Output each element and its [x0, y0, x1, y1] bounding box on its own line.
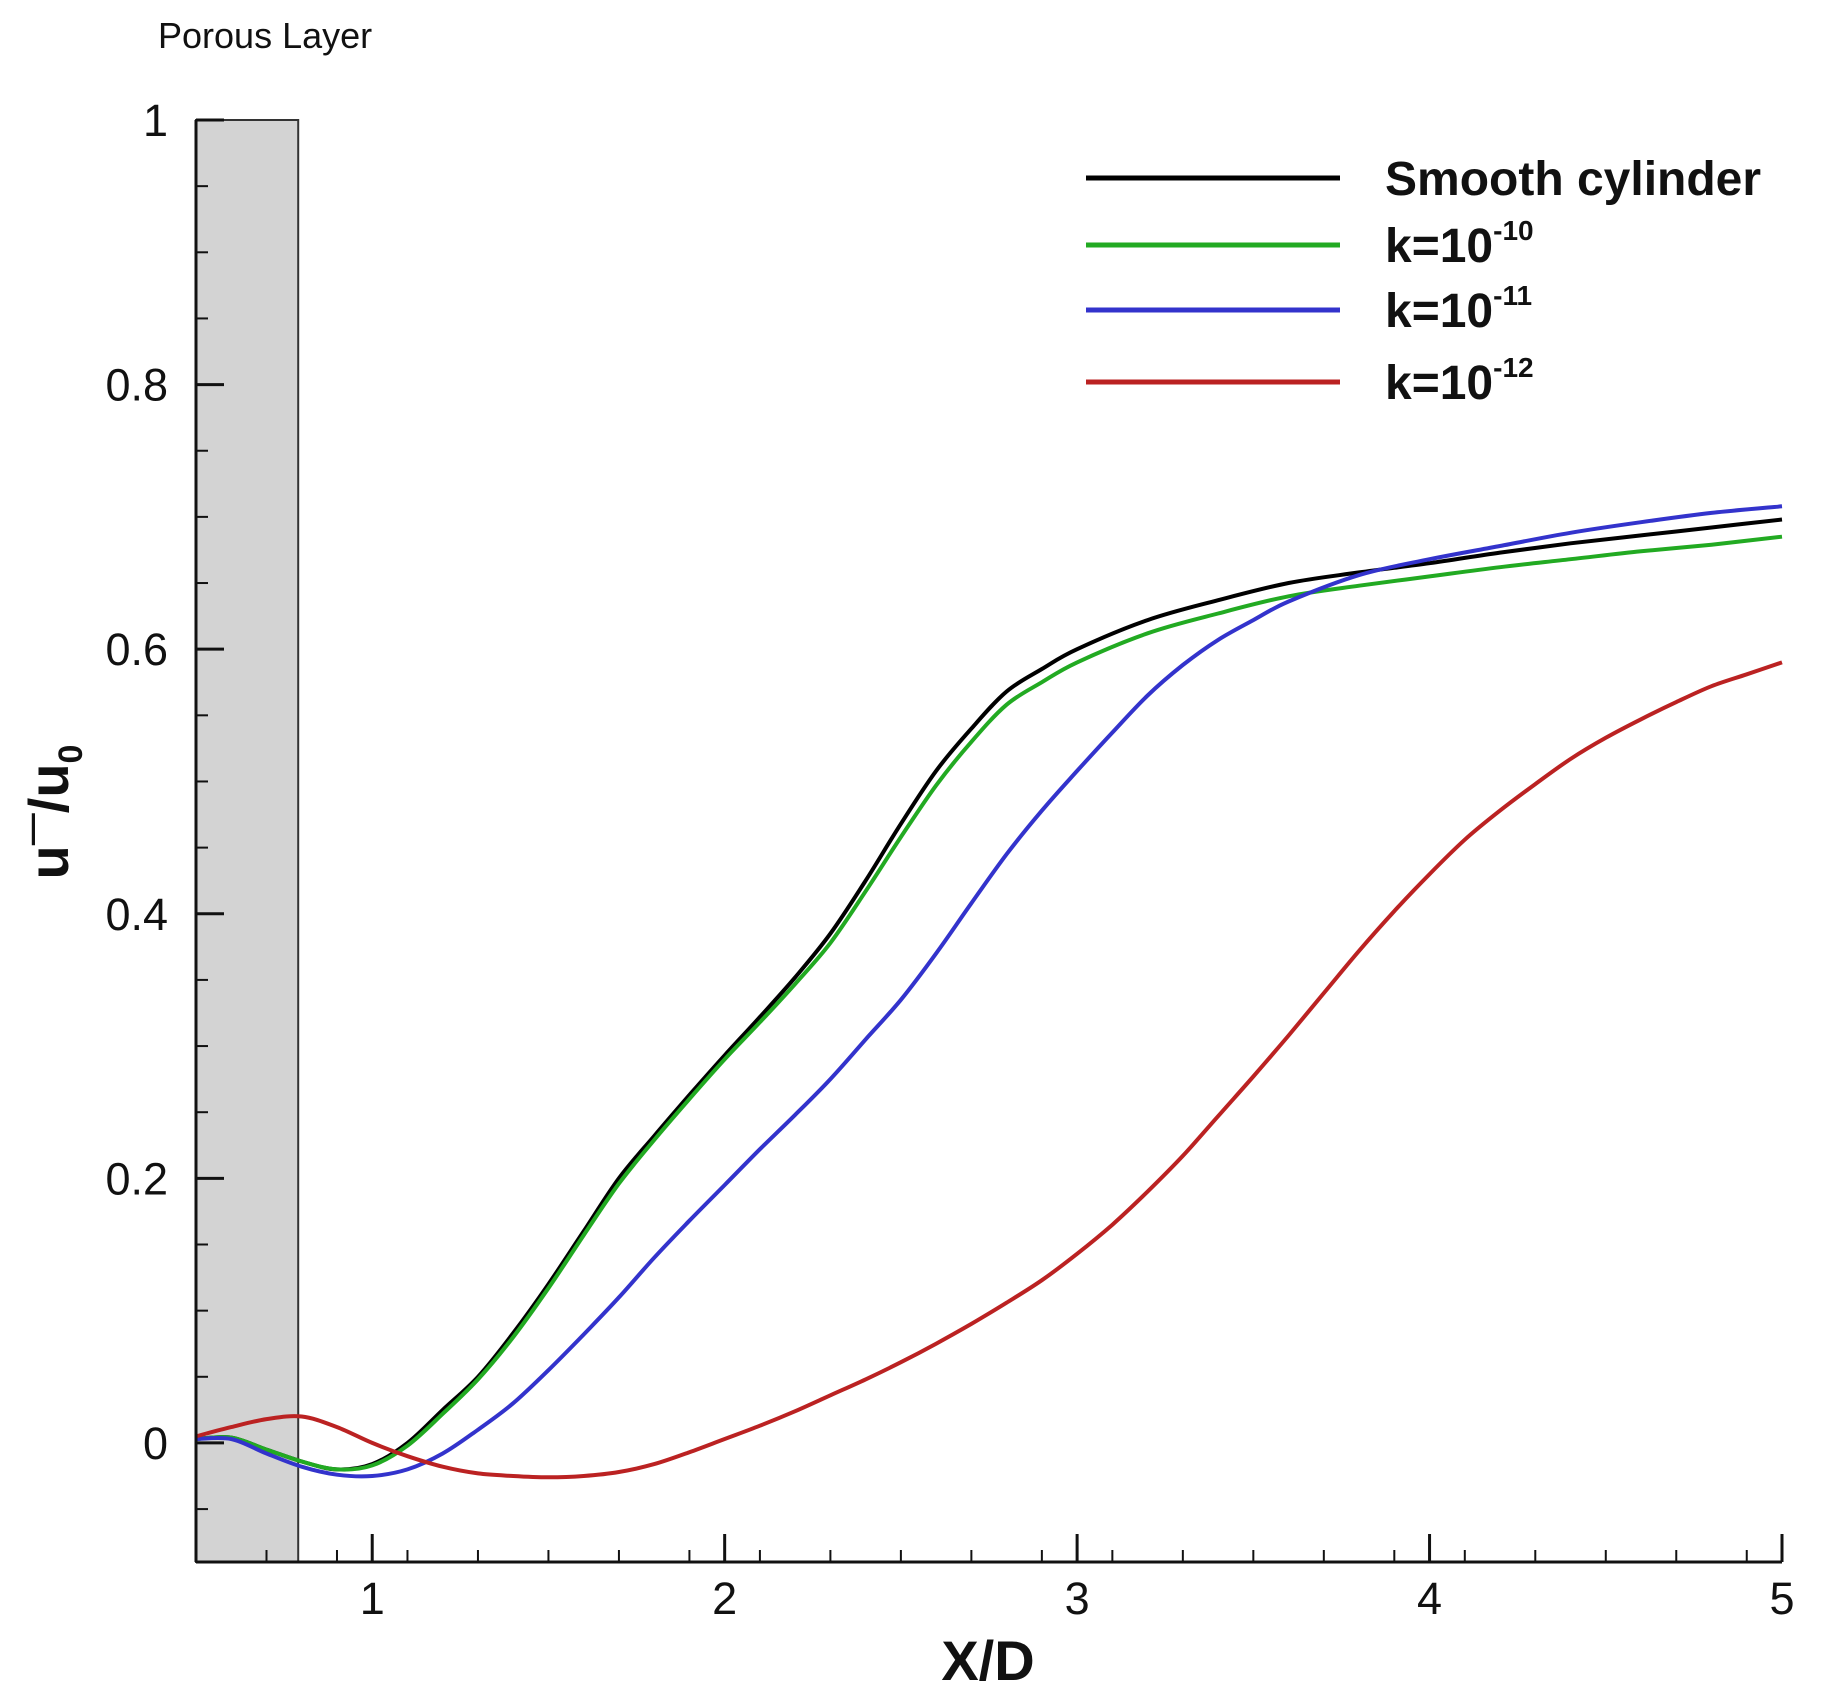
series-line-k-10-10 — [195, 534, 1783, 1472]
y-axis-title-overline-mark: — — [13, 813, 49, 845]
legend-label-k-10-11: k=10-11 — [1385, 280, 1532, 338]
y-tick-label: 0 — [143, 1418, 168, 1469]
y-axis-title-subscript: 0 — [52, 745, 90, 764]
y-tick-label: 1 — [143, 95, 168, 146]
x-tick-label: 3 — [1065, 1573, 1090, 1624]
legend: Smooth cylinder k=10-10 k=10-11 k=10-12 — [1086, 153, 1761, 410]
tick-marks-group — [195, 118, 1784, 1562]
series-line-k-10-12 — [195, 660, 1783, 1480]
porous-layer-region-group — [195, 119, 300, 1563]
legend-label-k-10-12: k=10-12 — [1385, 352, 1534, 410]
porous-layer-band — [195, 119, 300, 1563]
axes-group — [194, 120, 1782, 1564]
x-tick-label: 2 — [712, 1573, 737, 1624]
svg-text:u—/u0: u—/u0 — [13, 745, 90, 880]
x-tick-label: 5 — [1769, 1573, 1794, 1624]
y-tick-label: 0.8 — [105, 360, 168, 411]
y-tick-label: 0.6 — [105, 624, 168, 675]
series-lines-group — [195, 504, 1783, 1480]
y-axis-title: u—/u0 — [13, 745, 90, 880]
x-tick-label: 1 — [360, 1573, 385, 1624]
legend-label-k-10-10: k=10-10 — [1385, 215, 1534, 273]
series-line-k-10-11 — [195, 504, 1783, 1479]
series-line-smooth-cylinder — [195, 517, 1783, 1472]
y-tick-label: 0.2 — [105, 1153, 168, 1204]
y-tick-label: 0.4 — [105, 889, 168, 940]
y-axis-title-slash: /u — [17, 763, 80, 813]
legend-label-smooth-cylinder: Smooth cylinder — [1385, 153, 1761, 206]
x-tick-label: 4 — [1417, 1573, 1442, 1624]
x-axis-title: X/D — [941, 1629, 1034, 1692]
porous-layer-label: Porous Layer — [158, 15, 372, 56]
y-axis-title-main: u — [17, 845, 80, 879]
tick-labels-group: 1 2 3 4 5 0 0.2 0.4 0.6 0.8 1 — [105, 95, 1794, 1624]
